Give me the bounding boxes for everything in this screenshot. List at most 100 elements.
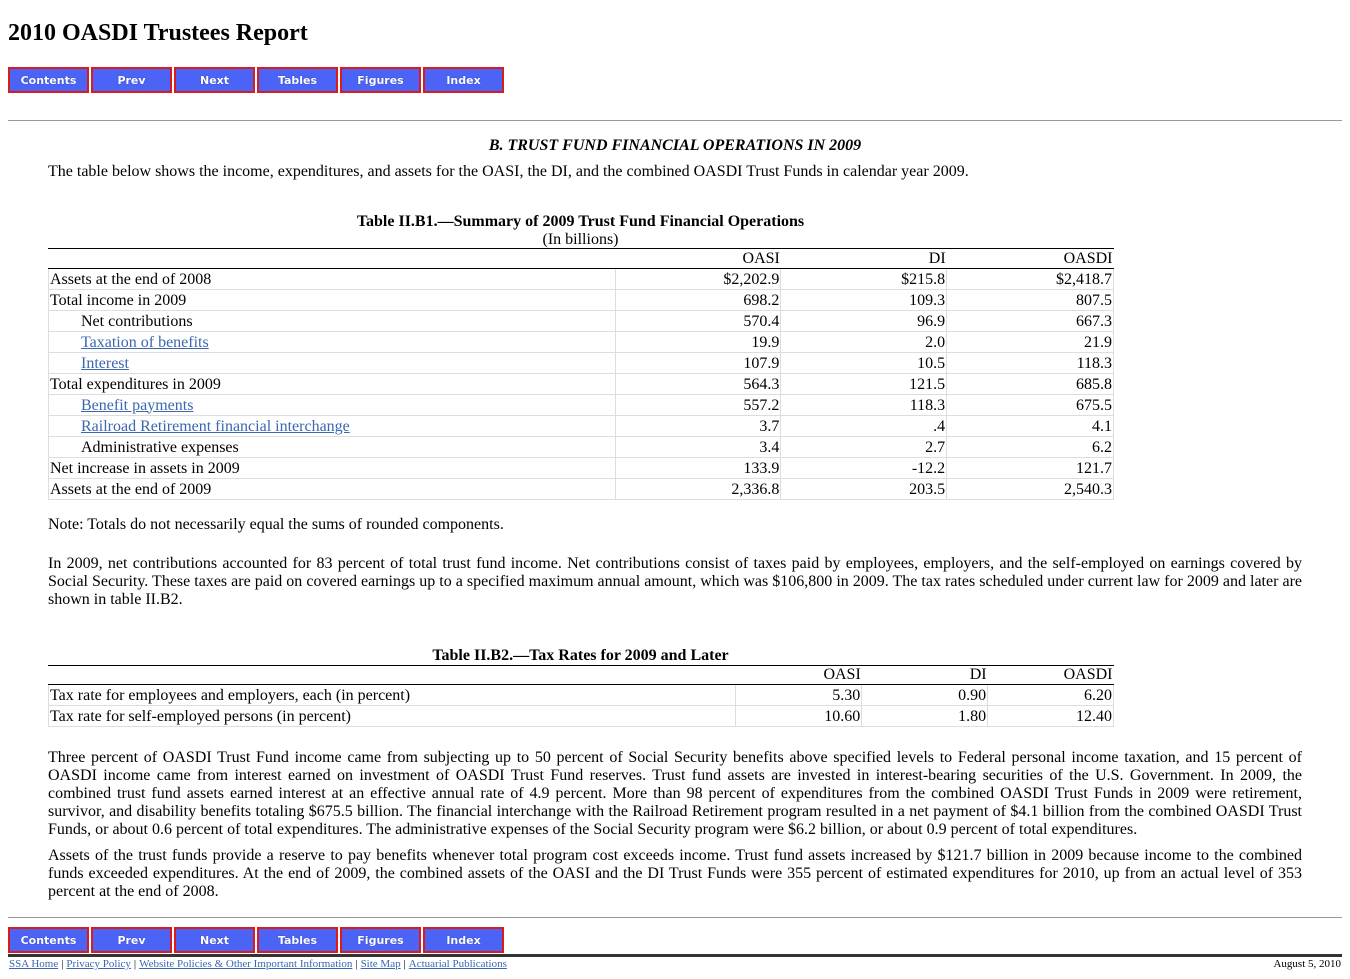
cell-oasdi: 685.8 bbox=[946, 373, 1114, 395]
table1-subcaption: (In billions) bbox=[542, 231, 619, 248]
table1-col-oasi: OASI bbox=[615, 249, 781, 269]
cell-oasi: 5.30 bbox=[735, 684, 863, 706]
cell-oasi: 10.60 bbox=[735, 705, 863, 727]
cell-di: $215.8 bbox=[780, 268, 948, 290]
cell-oasdi: 807.5 bbox=[946, 289, 1114, 311]
table-row: Interest 107.9 10.5 118.3 bbox=[48, 352, 1114, 374]
paragraph-assets: Assets of the trust funds provide a rese… bbox=[48, 847, 1302, 900]
cell-oasdi: 118.3 bbox=[946, 352, 1114, 374]
ssa-home-link[interactable]: SSA Home bbox=[9, 958, 59, 970]
row-label: Tax rate for employees and employers, ea… bbox=[47, 684, 737, 706]
table1-header-row: OASI DI OASDI bbox=[48, 249, 1114, 269]
separator: | bbox=[61, 958, 64, 970]
cell-oasi: 557.2 bbox=[614, 394, 782, 416]
table1-caption: Table II.B1.—Summary of 2009 Trust Fund … bbox=[48, 213, 1113, 249]
nav-index-button[interactable]: Index bbox=[423, 927, 504, 953]
row-label: Assets at the end of 2008 bbox=[48, 268, 616, 290]
table-row: Benefit payments 557.2 118.3 675.5 bbox=[48, 394, 1114, 416]
cell-oasdi: 21.9 bbox=[946, 331, 1114, 353]
table2: OASI DI OASDI Tax rate for employees and… bbox=[47, 665, 1114, 727]
row-label: Interest bbox=[48, 352, 616, 374]
nav-contents-button[interactable]: Contents bbox=[8, 927, 89, 953]
nav-next-button[interactable]: Next bbox=[174, 67, 255, 93]
cell-di: 10.5 bbox=[780, 352, 948, 374]
cell-oasdi: 4.1 bbox=[946, 415, 1114, 437]
footer-links: SSA Home | Privacy Policy | Website Policies… bbox=[9, 958, 507, 971]
nav-index-button[interactable]: Index bbox=[423, 67, 504, 93]
cell-oasdi: 675.5 bbox=[946, 394, 1114, 416]
table1: OASI DI OASDI Assets at the end of 2008 … bbox=[48, 249, 1114, 500]
cell-oasi: $2,202.9 bbox=[614, 268, 782, 290]
separator: | bbox=[355, 958, 358, 970]
row-label: Net increase in assets in 2009 bbox=[48, 457, 616, 479]
table-row: Railroad Retirement financial interchang… bbox=[48, 415, 1114, 437]
taxation-of-benefits-link[interactable]: Taxation of benefits bbox=[81, 333, 209, 351]
divider bbox=[8, 917, 1342, 918]
row-label: Administrative expenses bbox=[48, 436, 616, 458]
table-row: Assets at the end of 2008 $2,202.9 $215.… bbox=[48, 268, 1114, 290]
separator: | bbox=[133, 958, 137, 970]
table1-top-rule bbox=[48, 248, 1114, 249]
cell-oasdi: $2,418.7 bbox=[946, 268, 1114, 290]
actuarial-publications-link[interactable]: Actuarial Publications bbox=[408, 958, 507, 970]
cell-oasi: 133.9 bbox=[614, 457, 782, 479]
table2-col-oasi: OASI bbox=[735, 665, 862, 685]
cell-di: 1.80 bbox=[861, 705, 989, 727]
table-row: Net contributions 570.4 96.9 667.3 bbox=[48, 310, 1114, 332]
cell-oasdi: 6.2 bbox=[946, 436, 1114, 458]
table1-title: Table II.B1.—Summary of 2009 Trust Fund … bbox=[356, 213, 805, 230]
cell-oasi: 107.9 bbox=[614, 352, 782, 374]
table-row: Tax rate for self-employed persons (in p… bbox=[47, 705, 1114, 727]
table-row: Assets at the end of 2009 2,336.8 203.5 … bbox=[48, 478, 1114, 500]
table-row: Administrative expenses 3.4 2.7 6.2 bbox=[48, 436, 1114, 458]
nav-figures-button[interactable]: Figures bbox=[340, 927, 421, 953]
cell-oasi: 19.9 bbox=[614, 331, 782, 353]
nav-figures-button[interactable]: Figures bbox=[340, 67, 421, 93]
privacy-policy-link[interactable]: Privacy Policy bbox=[66, 958, 131, 970]
nav-prev-button[interactable]: Prev bbox=[91, 927, 172, 953]
table2-title: Table II.B2.—Tax Rates for 2009 and Late… bbox=[432, 647, 729, 664]
footer-date: August 5, 2010 bbox=[1273, 958, 1341, 970]
nav-tables-button[interactable]: Tables bbox=[257, 67, 338, 93]
table2-caption: Table II.B2.—Tax Rates for 2009 and Late… bbox=[48, 647, 1113, 665]
row-label: Assets at the end of 2009 bbox=[48, 478, 616, 500]
benefit-payments-link[interactable]: Benefit payments bbox=[81, 396, 194, 414]
top-nav: Contents Prev Next Tables Figures Index bbox=[8, 67, 504, 93]
table-row: Net increase in assets in 2009 133.9 -12… bbox=[48, 457, 1114, 479]
row-label: Railroad Retirement financial interchang… bbox=[48, 415, 616, 437]
table1-col-oasdi: OASDI bbox=[946, 249, 1114, 269]
intro-text: The table below shows the income, expend… bbox=[48, 163, 969, 180]
bottom-nav: Contents Prev Next Tables Figures Index bbox=[8, 927, 504, 953]
cell-di: 118.3 bbox=[780, 394, 948, 416]
website-policies-link[interactable]: Website Policies & Other Important Infor… bbox=[139, 958, 353, 970]
cell-di: 121.5 bbox=[780, 373, 948, 395]
railroad-retirement-link[interactable]: Railroad Retirement financial interchang… bbox=[81, 417, 350, 435]
cell-di: -12.2 bbox=[780, 457, 948, 479]
table1-header-blank bbox=[48, 249, 616, 269]
divider bbox=[8, 120, 1342, 121]
nav-prev-button[interactable]: Prev bbox=[91, 67, 172, 93]
cell-di: 0.90 bbox=[861, 684, 989, 706]
table1-note: Note: Totals do not necessarily equal th… bbox=[48, 516, 504, 533]
interest-link[interactable]: Interest bbox=[81, 354, 129, 372]
cell-di: 96.9 bbox=[780, 310, 948, 332]
cell-oasi: 2,336.8 bbox=[614, 478, 782, 500]
cell-oasi: 698.2 bbox=[614, 289, 782, 311]
row-label: Taxation of benefits bbox=[48, 331, 616, 353]
row-label: Tax rate for self-employed persons (in p… bbox=[47, 705, 737, 727]
table2-header-blank bbox=[48, 665, 736, 685]
row-label: Benefit payments bbox=[48, 394, 616, 416]
site-map-link[interactable]: Site Map bbox=[360, 958, 401, 970]
footer-rule bbox=[8, 954, 1342, 957]
cell-di: 203.5 bbox=[780, 478, 948, 500]
cell-di: 109.3 bbox=[780, 289, 948, 311]
cell-oasdi: 121.7 bbox=[946, 457, 1114, 479]
nav-next-button[interactable]: Next bbox=[174, 927, 255, 953]
nav-tables-button[interactable]: Tables bbox=[257, 927, 338, 953]
cell-di: 2.7 bbox=[780, 436, 948, 458]
paragraph-contributions: In 2009, net contributions accounted for… bbox=[48, 555, 1302, 608]
row-label: Total income in 2009 bbox=[48, 289, 616, 311]
table1-col-di: DI bbox=[780, 249, 947, 269]
paragraph-income-sources: Three percent of OASDI Trust Fund income… bbox=[48, 749, 1302, 838]
nav-contents-button[interactable]: Contents bbox=[8, 67, 89, 93]
